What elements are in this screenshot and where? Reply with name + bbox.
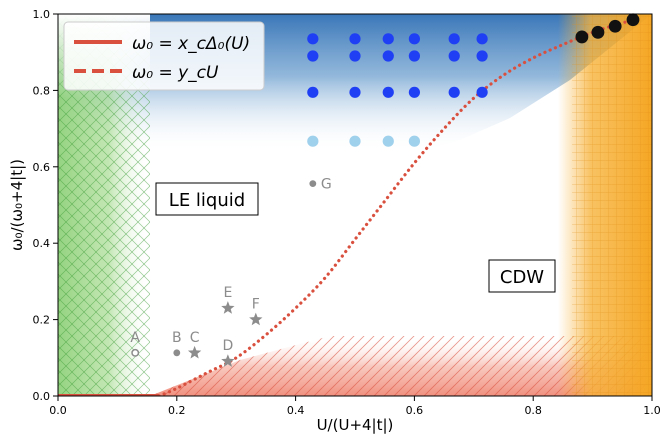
y-tick-label: 0.4	[33, 237, 51, 250]
dotted-boundary-curve	[157, 18, 636, 396]
point-b-marker	[173, 349, 181, 357]
point-a-label: A	[130, 330, 140, 346]
point-d-marker	[221, 354, 235, 367]
black-data-point	[591, 25, 605, 39]
region-label-cdw-text: CDW	[500, 267, 544, 288]
light-blue-data-point	[307, 135, 319, 147]
y-tick-label: 0.8	[33, 84, 51, 97]
region-label-le-liquid: LE liquid	[155, 182, 259, 216]
blue-data-point	[307, 33, 319, 45]
point-f-marker	[249, 312, 263, 326]
x-tick-label: 0.0	[49, 404, 67, 417]
y-tick-label: 0.6	[33, 161, 51, 174]
blue-data-point	[448, 86, 460, 98]
y-tick-label: 0.2	[33, 314, 51, 327]
point-g-label: G	[321, 177, 332, 193]
red-region	[150, 336, 652, 396]
blue-data-point	[476, 86, 488, 98]
blue-data-point	[349, 33, 361, 45]
blue-data-point	[382, 33, 394, 45]
x-tick-label: 0.6	[406, 404, 424, 417]
x-tick-label: 1.0	[643, 404, 660, 417]
blue-data-point	[408, 33, 420, 45]
legend-entry-dashed: ω₀ = y_cU	[132, 63, 219, 83]
blue-data-point	[448, 50, 460, 62]
blue-data-point	[382, 50, 394, 62]
light-blue-data-point	[349, 135, 361, 147]
blue-data-point	[382, 86, 394, 98]
blue-data-point	[307, 50, 319, 62]
blue-data-point	[349, 86, 361, 98]
marker-layer: A B C D E F G	[130, 13, 640, 367]
blue-data-point	[476, 33, 488, 45]
legend-entry-solid: ω₀ = x_cΔ₀(U)	[132, 34, 250, 54]
blue-data-point	[349, 50, 361, 62]
point-f-label: F	[252, 297, 260, 313]
point-c-marker	[187, 345, 202, 359]
x-tick-label: 0.2	[168, 404, 186, 417]
point-e-label: E	[223, 285, 232, 301]
x-axis-label: U/(U+4|t|)	[317, 416, 394, 434]
point-d-label: D	[222, 338, 233, 354]
black-data-point	[608, 19, 622, 33]
black-data-point	[575, 30, 589, 44]
point-g-marker	[309, 180, 317, 188]
region-label-le-liquid-text: LE liquid	[169, 190, 245, 211]
y-tick-label: 1.0	[33, 8, 51, 21]
light-blue-data-point	[382, 135, 394, 147]
y-tick-label: 0.0	[33, 390, 51, 403]
point-e-marker	[221, 301, 235, 314]
x-tick-label: 0.8	[524, 404, 542, 417]
point-c-label: C	[190, 330, 200, 346]
blue-data-point	[448, 33, 460, 45]
blue-data-point	[408, 86, 420, 98]
blue-data-point	[307, 86, 319, 98]
black-data-point	[626, 13, 640, 27]
legend: ω₀ = x_cΔ₀(U) ω₀ = y_cU	[63, 21, 265, 91]
region-layer	[58, 14, 652, 396]
point-a-marker	[131, 348, 140, 357]
curve-layer	[58, 18, 636, 396]
y-axis-label: ω₀/(ω₀+4|t|)	[8, 159, 26, 251]
orange-region	[558, 14, 652, 396]
blue-data-point	[476, 50, 488, 62]
region-label-cdw: CDW	[488, 259, 556, 293]
x-tick-label: 0.4	[287, 404, 305, 417]
y-axis: 0.0 0.2 0.4 0.6 0.8 1.0	[33, 8, 58, 403]
blue-data-point	[408, 50, 420, 62]
x-axis: 0.0 0.2 0.4 0.6 0.8 1.0	[49, 396, 660, 417]
plot-frame	[57, 13, 653, 397]
light-blue-data-point	[408, 135, 420, 147]
point-b-label: B	[172, 330, 182, 346]
